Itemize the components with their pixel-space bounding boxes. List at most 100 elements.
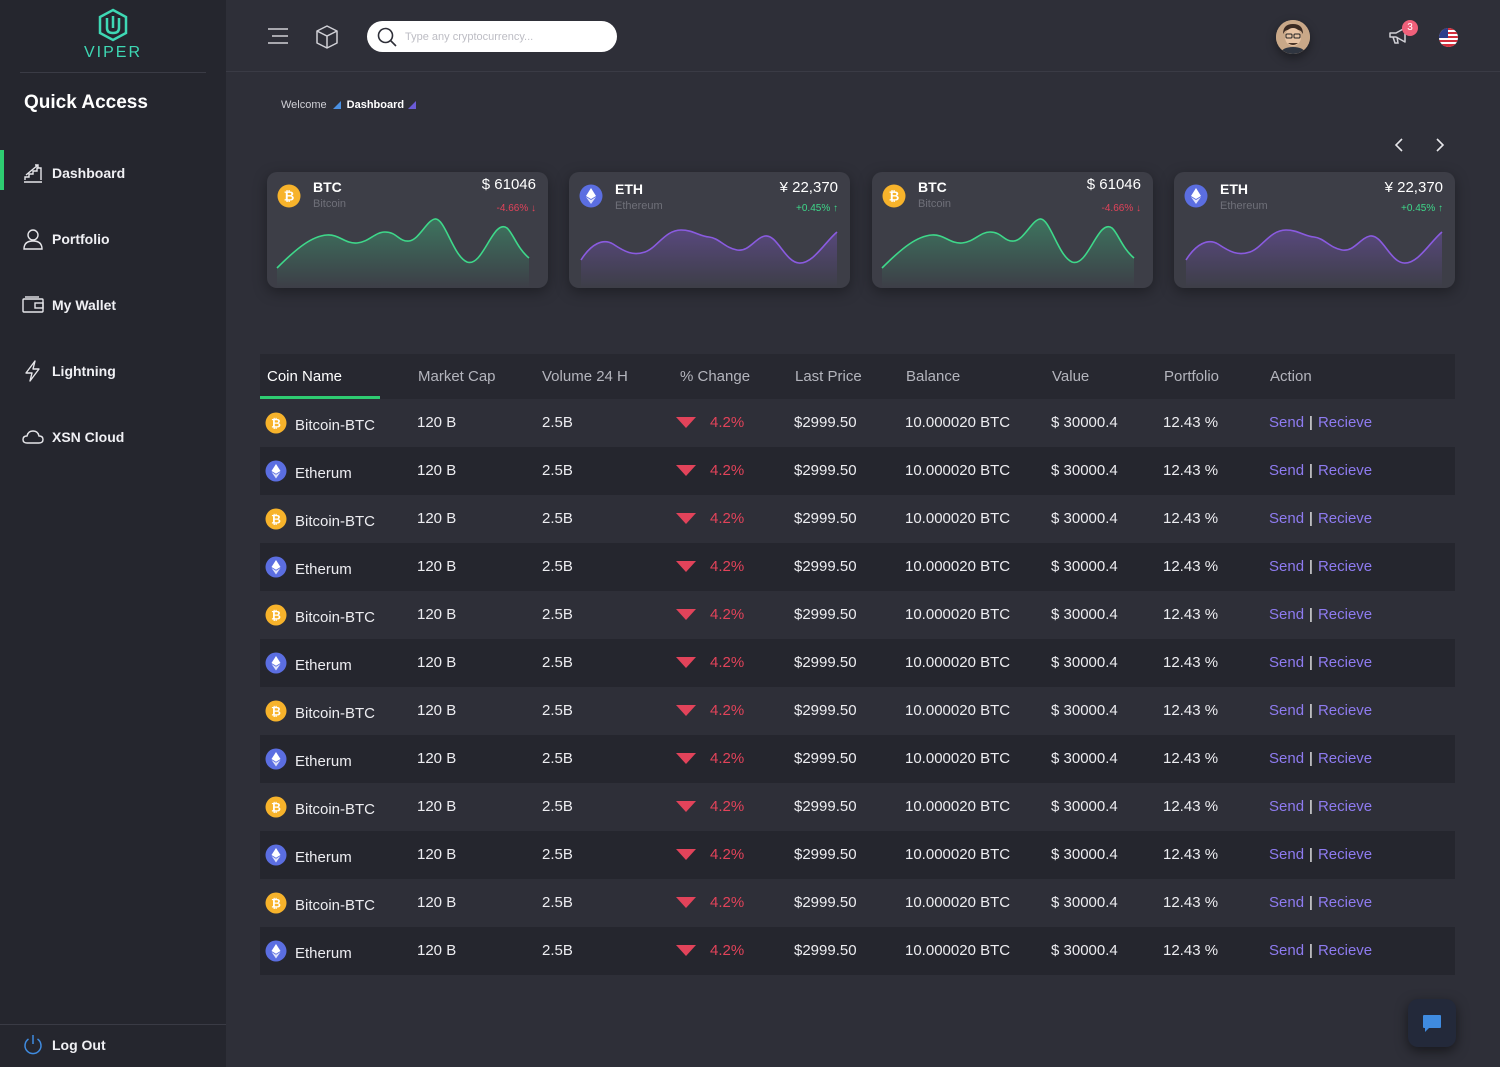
sidebar-item-xsn-cloud[interactable]: XSN Cloud <box>0 404 226 470</box>
table-row[interactable]: ₿ Bitcoin-BTC 120 B 2.5B 4.2% $2999.50 10.0000… <box>260 879 1455 927</box>
send-link[interactable]: Send <box>1269 894 1305 911</box>
coin-cell: Etherum <box>265 940 352 966</box>
value-cell: $ 30000.4 <box>1051 510 1118 527</box>
receive-link[interactable]: Recieve <box>1317 654 1373 671</box>
carousel-prev-button[interactable] <box>1392 137 1406 158</box>
column-header-market-cap[interactable]: Market Cap <box>418 368 496 385</box>
hamburger-menu-icon[interactable] <box>266 26 290 51</box>
send-link[interactable]: Send <box>1269 654 1305 671</box>
receive-link[interactable]: Recieve <box>1317 462 1373 479</box>
wallet-icon <box>22 294 44 316</box>
send-link[interactable]: Send <box>1269 462 1305 479</box>
action-cell: Send | Recieve <box>1269 414 1372 431</box>
table-row[interactable]: ₿ Bitcoin-BTC 120 B 2.5B 4.2% $2999.50 10.0000… <box>260 495 1455 543</box>
column-header-action: Action <box>1270 368 1312 385</box>
send-link[interactable]: Send <box>1269 846 1305 863</box>
cube-icon[interactable] <box>314 24 340 55</box>
receive-link[interactable]: Recieve <box>1317 558 1373 575</box>
send-link[interactable]: Send <box>1269 606 1305 623</box>
svg-text:₿: ₿ <box>284 190 295 205</box>
table-row[interactable]: Etherum 120 B 2.5B 4.2% $2999.50 10.000020 BT… <box>260 927 1455 975</box>
coin-name: Bitcoin-BTC <box>295 512 376 530</box>
receive-link[interactable]: Recieve <box>1317 750 1373 767</box>
send-link[interactable]: Send <box>1269 798 1305 815</box>
send-link[interactable]: Send <box>1269 702 1305 719</box>
send-link[interactable]: Send <box>1269 414 1305 431</box>
svg-text:₿: ₿ <box>271 897 281 911</box>
coin-card[interactable]: ETH Ethereum ¥ 22,370 +0.45% ↑ <box>569 172 850 288</box>
market-cap-cell: 120 B <box>417 414 457 431</box>
table-row[interactable]: ₿ Bitcoin-BTC 120 B 2.5B 4.2% $2999.50 10.0000… <box>260 783 1455 831</box>
value-cell: $ 30000.4 <box>1051 558 1118 575</box>
svg-text:₿: ₿ <box>271 705 281 719</box>
search-input[interactable] <box>405 30 605 43</box>
last-price-cell: $2999.50 <box>794 558 857 575</box>
column-header-balance[interactable]: Balance <box>906 368 961 385</box>
coin-card[interactable]: ₿ BTC Bitcoin $ 61046 -4.66% ↓ <box>872 172 1153 288</box>
sidebar-item-my-wallet[interactable]: My Wallet <box>0 272 226 338</box>
coin-card[interactable]: ₿ BTC Bitcoin $ 61046 -4.66% ↓ <box>267 172 548 288</box>
portfolio-cell: 12.43 % <box>1163 702 1219 719</box>
receive-link[interactable]: Recieve <box>1317 702 1373 719</box>
action-cell: Send | Recieve <box>1269 654 1372 671</box>
table-row[interactable]: Etherum 120 B 2.5B 4.2% $2999.50 10.000020 BT… <box>260 735 1455 783</box>
receive-link[interactable]: Recieve <box>1317 798 1373 815</box>
column-header-volume[interactable]: Volume 24 H <box>542 368 628 385</box>
column-header-last-price[interactable]: Last Price <box>795 368 862 385</box>
breadcrumb-root[interactable]: Welcome <box>281 99 327 111</box>
send-link[interactable]: Send <box>1269 558 1305 575</box>
market-cap-cell: 120 B <box>417 606 457 623</box>
balance-cell: 10.000020 BTC <box>905 414 1011 431</box>
value-cell: $ 30000.4 <box>1051 702 1118 719</box>
table-row[interactable]: Etherum 120 B 2.5B 4.2% $2999.50 10.000020 BT… <box>260 831 1455 879</box>
logout-button[interactable]: Log Out <box>22 1034 106 1056</box>
avatar[interactable] <box>1276 20 1310 54</box>
notifications-button[interactable] <box>1388 26 1410 51</box>
table-row[interactable]: ₿ Bitcoin-BTC 120 B 2.5B 4.2% $2999.50 10.0000… <box>260 687 1455 735</box>
breadcrumb-separator-icon <box>332 101 341 109</box>
carousel-next-button[interactable] <box>1433 137 1447 158</box>
sidebar-item-dashboard[interactable]: Dashboard <box>0 140 226 206</box>
receive-link[interactable]: Recieve <box>1317 846 1373 863</box>
logo[interactable]: VIPER <box>0 8 226 62</box>
table-row[interactable]: ₿ Bitcoin-BTC 120 B 2.5B 4.2% $2999.50 10.0000… <box>260 399 1455 447</box>
receive-link[interactable]: Recieve <box>1317 510 1373 527</box>
change-cell: 4.2% <box>676 894 744 911</box>
chat-button[interactable] <box>1408 999 1456 1047</box>
change-cell: 4.2% <box>676 414 744 431</box>
value-cell: $ 30000.4 <box>1051 606 1118 623</box>
search-icon <box>377 27 397 47</box>
coin-price: ¥ 22,370 <box>779 179 838 196</box>
coin-symbol: ETH <box>615 181 643 197</box>
send-link[interactable]: Send <box>1269 510 1305 527</box>
send-link[interactable]: Send <box>1269 750 1305 767</box>
column-header-portfolio[interactable]: Portfolio <box>1164 368 1220 385</box>
value-cell: $ 30000.4 <box>1051 846 1118 863</box>
receive-link[interactable]: Recieve <box>1317 942 1373 959</box>
table-row[interactable]: Etherum 120 B 2.5B 4.2% $2999.50 10.000020 BT… <box>260 543 1455 591</box>
receive-link[interactable]: Recieve <box>1317 606 1373 623</box>
sidebar-nav: Dashboard Portfolio My Wallet Lightning … <box>0 140 226 470</box>
send-link[interactable]: Send <box>1269 942 1305 959</box>
receive-link[interactable]: Recieve <box>1317 894 1373 911</box>
table-row[interactable]: Etherum 120 B 2.5B 4.2% $2999.50 10.000020 BT… <box>260 447 1455 495</box>
market-cap-cell: 120 B <box>417 894 457 911</box>
value-cell: $ 30000.4 <box>1051 942 1118 959</box>
sidebar-item-lightning[interactable]: Lightning <box>0 338 226 404</box>
value-cell: $ 30000.4 <box>1051 798 1118 815</box>
change-value: 4.2% <box>710 558 745 575</box>
change-cell: 4.2% <box>676 510 744 527</box>
ethereum-icon <box>265 844 287 870</box>
sidebar-item-portfolio[interactable]: Portfolio <box>0 206 226 272</box>
column-header-value[interactable]: Value <box>1052 368 1090 385</box>
triangle-down-icon <box>676 609 696 620</box>
coin-name: Etherum <box>295 656 352 674</box>
us-flag-icon[interactable] <box>1439 28 1458 47</box>
table-row[interactable]: Etherum 120 B 2.5B 4.2% $2999.50 10.000020 BT… <box>260 639 1455 687</box>
table-row[interactable]: ₿ Bitcoin-BTC 120 B 2.5B 4.2% $2999.50 10.0000… <box>260 591 1455 639</box>
column-header-change[interactable]: % Change <box>680 368 751 385</box>
coin-card[interactable]: ETH Ethereum ¥ 22,370 +0.45% ↑ <box>1174 172 1455 288</box>
receive-link[interactable]: Recieve <box>1317 414 1373 431</box>
column-header-coin-name[interactable]: Coin Name <box>267 368 343 385</box>
coin-name: Etherum <box>295 944 352 962</box>
